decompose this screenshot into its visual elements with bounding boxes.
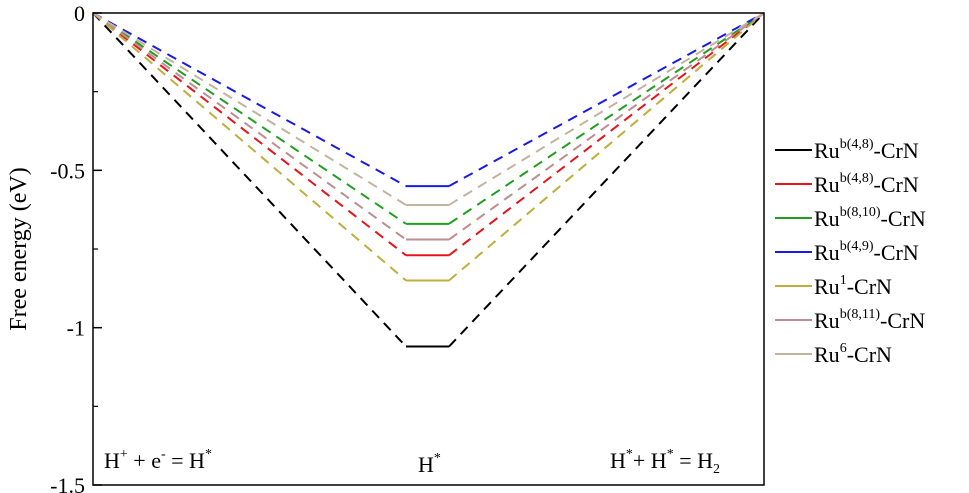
- series-3-connector-right: [448, 12, 765, 187]
- series-2-connector-left: [92, 12, 407, 225]
- series-6-connector-left: [92, 12, 407, 206]
- legend-label-6: Ru6-CrN: [814, 341, 892, 367]
- legend-label-4: Ru1-CrN: [814, 273, 892, 299]
- y-tick-label-2: -1: [67, 316, 85, 341]
- series-5-connector-right: [448, 12, 765, 241]
- series-6-connector-right: [448, 12, 765, 206]
- series-4-connector-right: [448, 12, 765, 282]
- y-tick-label-1: -0.5: [50, 158, 85, 183]
- series-0-connector-right: [448, 12, 765, 348]
- series-4-connector-left: [92, 12, 407, 282]
- y-axis-label: Free energy (eV): [6, 167, 32, 330]
- legend-label-5: Rub(8,11)-CrN: [814, 307, 925, 333]
- annotation-center: H*: [418, 451, 441, 477]
- y-tick-label-0: 0: [74, 1, 85, 26]
- legend-label-1: Rub(4,8)-CrN: [814, 171, 919, 197]
- series-5-connector-left: [92, 12, 407, 241]
- legend: Rub(4,8)-CrN Rub(4,8)-CrN Rub(8,10)-CrN Rub…: [775, 137, 926, 367]
- series-2-connector-right: [448, 12, 765, 225]
- annotation-right: H*+ H* = H2: [610, 447, 720, 477]
- legend-label-2: Rub(8,10)-CrN: [814, 205, 926, 231]
- legend-label-3: Rub(4,9)-CrN: [814, 239, 919, 265]
- series-3-connector-left: [92, 12, 407, 187]
- data-lines: [92, 12, 765, 348]
- plot-frame: [92, 12, 765, 486]
- series-1-connector-left: [92, 12, 407, 257]
- series-1-connector-right: [448, 12, 765, 257]
- y-tick-label-3: -1.5: [50, 473, 85, 493]
- legend-label-0: Rub(4,8)-CrN: [814, 137, 919, 163]
- axis-ticks: 0 -0.5 -1 -1.5: [50, 1, 102, 493]
- series-0-connector-left: [92, 12, 407, 348]
- annotation-left: H+ + e- = H*: [104, 447, 212, 473]
